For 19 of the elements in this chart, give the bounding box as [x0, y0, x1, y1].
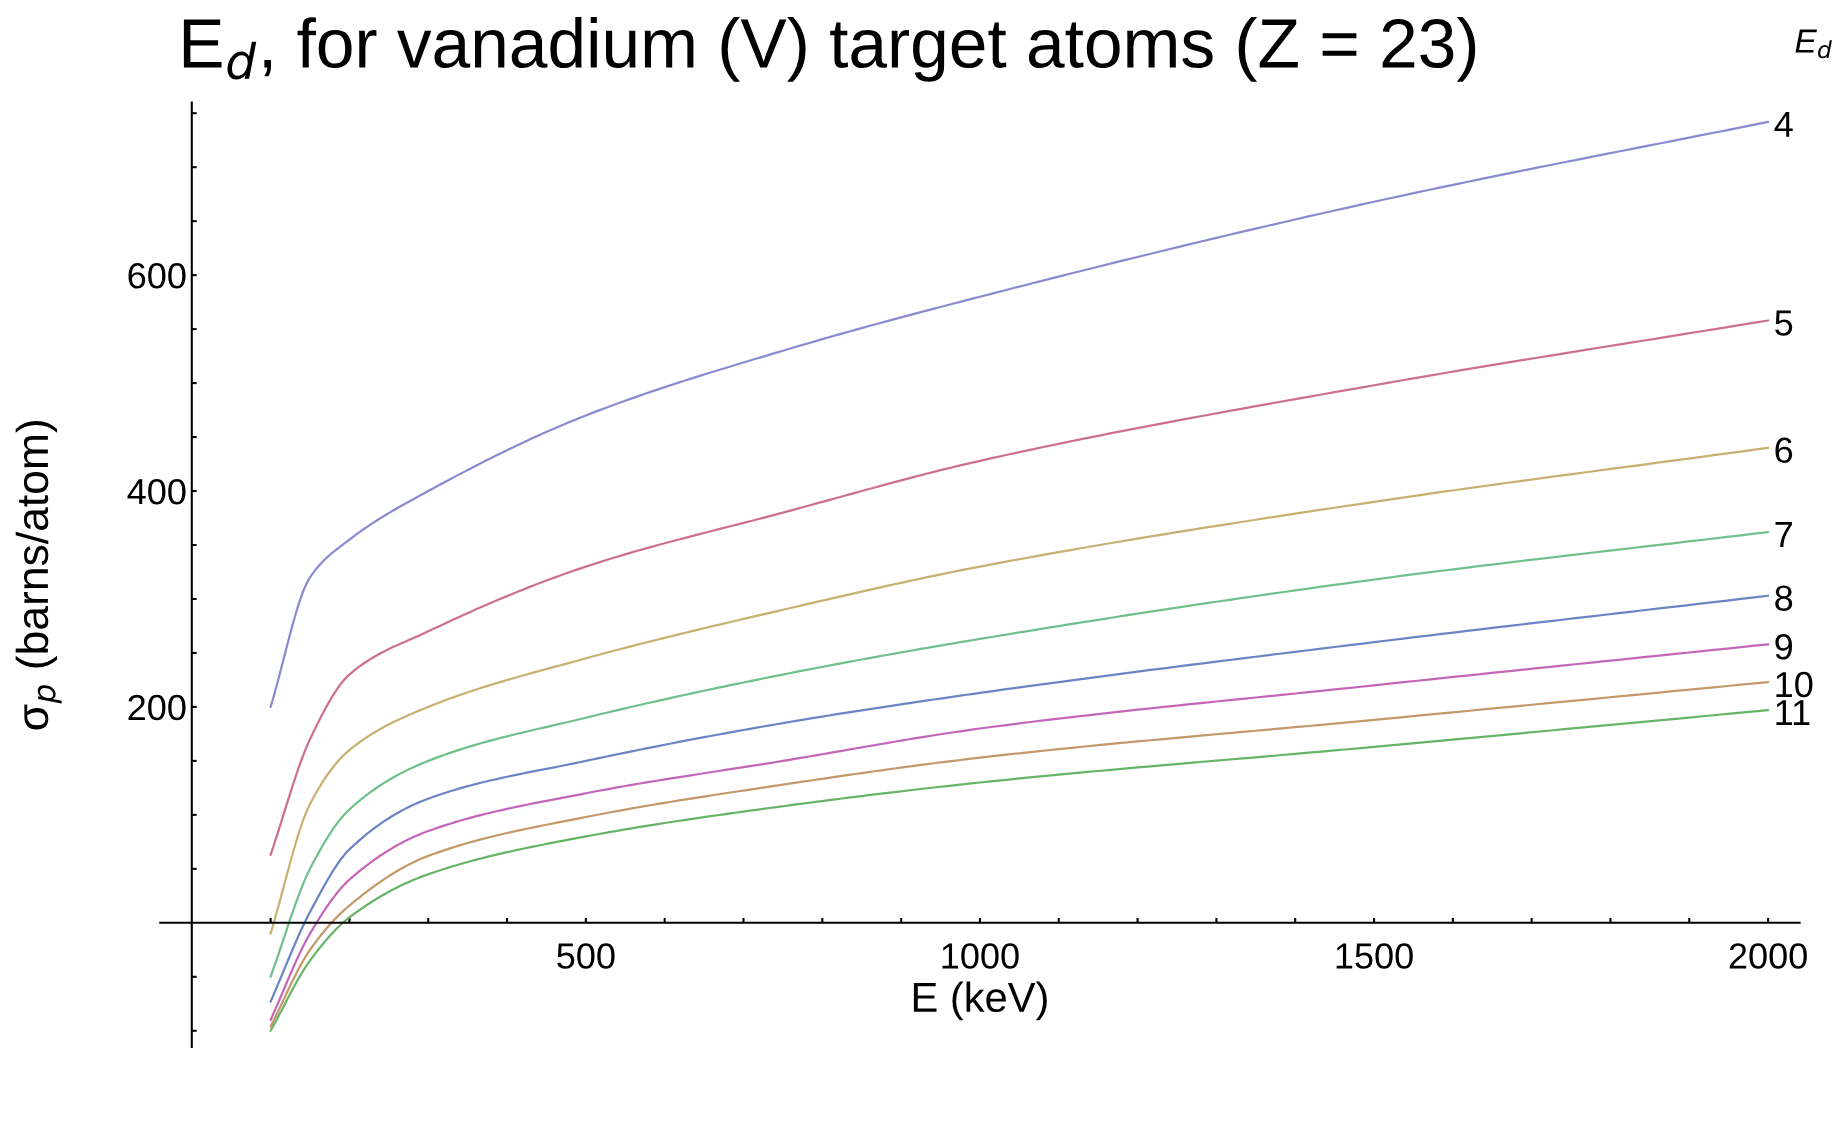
y-tick-label: 200 — [128, 694, 186, 721]
y-axis-title: σ$_{p}$ (barns/atom) — [15, 421, 62, 730]
x-axis-title: E (keV) — [913, 981, 1047, 1021]
series-label: 9 — [1775, 633, 1793, 660]
x-tick-label: 1500 — [1336, 943, 1413, 969]
x-tick-label: 1000 — [942, 943, 1019, 969]
series-label: 10 — [1776, 671, 1813, 698]
y-tick-label: 400 — [127, 478, 186, 505]
series-label: 7 — [1775, 522, 1792, 547]
series-label: 4 — [1774, 111, 1793, 137]
chart-title: E$_{d}$, for vanadium (V) target atoms (Z = 23) — [183, 17, 1476, 82]
y-tick-label: 600 — [128, 263, 186, 289]
x-tick-label: 2000 — [1729, 943, 1807, 969]
series-label: 6 — [1775, 437, 1793, 464]
series-label: 5 — [1775, 310, 1793, 336]
x-tick-label: 500 — [557, 943, 615, 969]
text: E$_{d}$ — [1795, 29, 1832, 59]
series-label: 11 — [1776, 700, 1810, 726]
series-label: 8 — [1775, 585, 1793, 611]
